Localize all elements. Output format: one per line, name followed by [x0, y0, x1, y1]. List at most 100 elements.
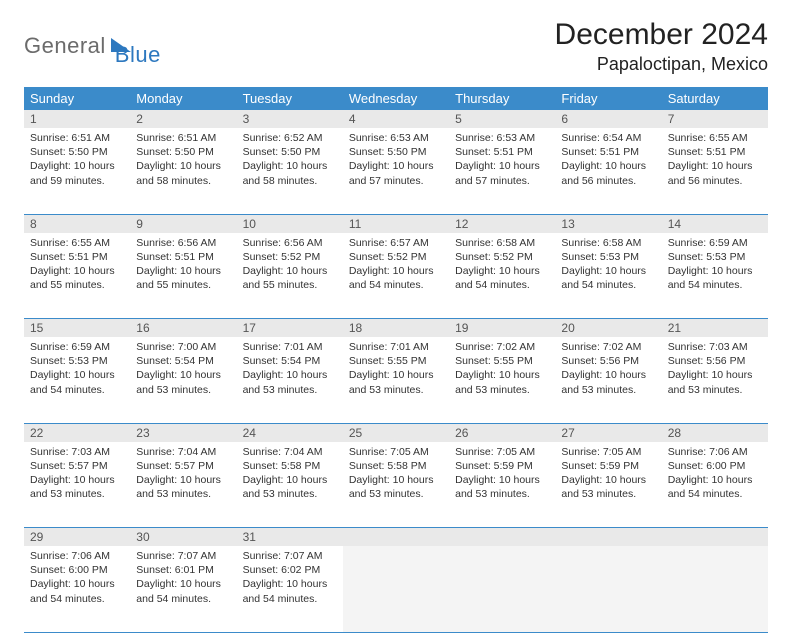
day-details: Sunrise: 6:56 AMSunset: 5:51 PMDaylight:… [130, 233, 236, 299]
day-details: Sunrise: 7:00 AMSunset: 5:54 PMDaylight:… [130, 337, 236, 403]
day-details: Sunrise: 6:55 AMSunset: 5:51 PMDaylight:… [662, 128, 768, 194]
day-details: Sunrise: 7:07 AMSunset: 6:01 PMDaylight:… [130, 546, 236, 612]
day-cell: Sunrise: 6:58 AMSunset: 5:53 PMDaylight:… [555, 233, 661, 319]
day-details: Sunrise: 6:57 AMSunset: 5:52 PMDaylight:… [343, 233, 449, 299]
day-cell: Sunrise: 7:07 AMSunset: 6:01 PMDaylight:… [130, 546, 236, 632]
day-details: Sunrise: 7:05 AMSunset: 5:59 PMDaylight:… [449, 442, 555, 508]
day-cell: Sunrise: 6:58 AMSunset: 5:52 PMDaylight:… [449, 233, 555, 319]
day-number: 18 [343, 319, 449, 338]
day-number: 10 [237, 214, 343, 233]
day-details: Sunrise: 6:52 AMSunset: 5:50 PMDaylight:… [237, 128, 343, 194]
day-details: Sunrise: 7:06 AMSunset: 6:00 PMDaylight:… [24, 546, 130, 612]
calendar-table: SundayMondayTuesdayWednesdayThursdayFrid… [24, 87, 768, 633]
day-details: Sunrise: 6:59 AMSunset: 5:53 PMDaylight:… [662, 233, 768, 299]
title-block: December 2024 Papaloctipan, Mexico [555, 18, 768, 75]
day-details: Sunrise: 7:07 AMSunset: 6:02 PMDaylight:… [237, 546, 343, 612]
day-number: 31 [237, 528, 343, 547]
day-cell: Sunrise: 6:56 AMSunset: 5:51 PMDaylight:… [130, 233, 236, 319]
day-number: 13 [555, 214, 661, 233]
weekday-header: Monday [130, 87, 236, 110]
day-details: Sunrise: 6:58 AMSunset: 5:52 PMDaylight:… [449, 233, 555, 299]
day-number: 8 [24, 214, 130, 233]
weekday-header: Friday [555, 87, 661, 110]
day-details: Sunrise: 7:04 AMSunset: 5:57 PMDaylight:… [130, 442, 236, 508]
day-number: 6 [555, 110, 661, 128]
logo: General Blue [24, 24, 161, 68]
day-details: Sunrise: 7:03 AMSunset: 5:57 PMDaylight:… [24, 442, 130, 508]
day-cell: Sunrise: 6:57 AMSunset: 5:52 PMDaylight:… [343, 233, 449, 319]
day-number-row: 22232425262728 [24, 423, 768, 442]
day-details: Sunrise: 6:51 AMSunset: 5:50 PMDaylight:… [130, 128, 236, 194]
day-number: 7 [662, 110, 768, 128]
month-title: December 2024 [555, 18, 768, 52]
day-details: Sunrise: 6:54 AMSunset: 5:51 PMDaylight:… [555, 128, 661, 194]
day-number: 11 [343, 214, 449, 233]
day-number [449, 528, 555, 547]
day-content-row: Sunrise: 7:03 AMSunset: 5:57 PMDaylight:… [24, 442, 768, 528]
day-number: 4 [343, 110, 449, 128]
day-cell: Sunrise: 6:51 AMSunset: 5:50 PMDaylight:… [130, 128, 236, 214]
day-cell: Sunrise: 6:53 AMSunset: 5:51 PMDaylight:… [449, 128, 555, 214]
day-cell: Sunrise: 7:01 AMSunset: 5:54 PMDaylight:… [237, 337, 343, 423]
day-number: 27 [555, 423, 661, 442]
header: General Blue December 2024 Papaloctipan,… [24, 18, 768, 75]
day-details: Sunrise: 7:01 AMSunset: 5:54 PMDaylight:… [237, 337, 343, 403]
day-number-row: 1234567 [24, 110, 768, 128]
day-details: Sunrise: 6:55 AMSunset: 5:51 PMDaylight:… [24, 233, 130, 299]
day-cell: Sunrise: 7:02 AMSunset: 5:56 PMDaylight:… [555, 337, 661, 423]
day-cell: Sunrise: 6:53 AMSunset: 5:50 PMDaylight:… [343, 128, 449, 214]
weekday-header-row: SundayMondayTuesdayWednesdayThursdayFrid… [24, 87, 768, 110]
day-content-row: Sunrise: 6:55 AMSunset: 5:51 PMDaylight:… [24, 233, 768, 319]
day-cell: Sunrise: 7:03 AMSunset: 5:56 PMDaylight:… [662, 337, 768, 423]
day-cell: Sunrise: 7:04 AMSunset: 5:57 PMDaylight:… [130, 442, 236, 528]
day-cell: Sunrise: 7:02 AMSunset: 5:55 PMDaylight:… [449, 337, 555, 423]
day-details: Sunrise: 7:01 AMSunset: 5:55 PMDaylight:… [343, 337, 449, 403]
day-cell: Sunrise: 7:07 AMSunset: 6:02 PMDaylight:… [237, 546, 343, 632]
day-cell: Sunrise: 7:06 AMSunset: 6:00 PMDaylight:… [24, 546, 130, 632]
day-cell: Sunrise: 7:04 AMSunset: 5:58 PMDaylight:… [237, 442, 343, 528]
day-content-row: Sunrise: 6:59 AMSunset: 5:53 PMDaylight:… [24, 337, 768, 423]
day-details: Sunrise: 6:51 AMSunset: 5:50 PMDaylight:… [24, 128, 130, 194]
day-details: Sunrise: 7:06 AMSunset: 6:00 PMDaylight:… [662, 442, 768, 508]
day-details: Sunrise: 7:04 AMSunset: 5:58 PMDaylight:… [237, 442, 343, 508]
day-details: Sunrise: 7:05 AMSunset: 5:59 PMDaylight:… [555, 442, 661, 508]
day-cell: Sunrise: 7:05 AMSunset: 5:58 PMDaylight:… [343, 442, 449, 528]
day-details: Sunrise: 7:03 AMSunset: 5:56 PMDaylight:… [662, 337, 768, 403]
day-number [555, 528, 661, 547]
day-number: 25 [343, 423, 449, 442]
day-cell: Sunrise: 6:51 AMSunset: 5:50 PMDaylight:… [24, 128, 130, 214]
day-number: 3 [237, 110, 343, 128]
weekday-header: Saturday [662, 87, 768, 110]
day-number [662, 528, 768, 547]
day-number: 26 [449, 423, 555, 442]
day-number: 9 [130, 214, 236, 233]
day-number: 20 [555, 319, 661, 338]
logo-text-blue: Blue [115, 42, 161, 68]
day-number: 29 [24, 528, 130, 547]
logo-text-general: General [24, 33, 106, 59]
day-details: Sunrise: 6:56 AMSunset: 5:52 PMDaylight:… [237, 233, 343, 299]
day-details: Sunrise: 7:02 AMSunset: 5:55 PMDaylight:… [449, 337, 555, 403]
day-content-row: Sunrise: 6:51 AMSunset: 5:50 PMDaylight:… [24, 128, 768, 214]
day-number: 16 [130, 319, 236, 338]
day-cell: Sunrise: 7:06 AMSunset: 6:00 PMDaylight:… [662, 442, 768, 528]
day-number: 12 [449, 214, 555, 233]
day-number: 5 [449, 110, 555, 128]
day-number-row: 15161718192021 [24, 319, 768, 338]
day-number: 15 [24, 319, 130, 338]
location: Papaloctipan, Mexico [555, 54, 768, 75]
day-number: 17 [237, 319, 343, 338]
day-cell: Sunrise: 7:01 AMSunset: 5:55 PMDaylight:… [343, 337, 449, 423]
day-cell: Sunrise: 6:55 AMSunset: 5:51 PMDaylight:… [662, 128, 768, 214]
day-cell: Sunrise: 6:52 AMSunset: 5:50 PMDaylight:… [237, 128, 343, 214]
day-cell [662, 546, 768, 632]
day-cell: Sunrise: 6:55 AMSunset: 5:51 PMDaylight:… [24, 233, 130, 319]
weekday-header: Thursday [449, 87, 555, 110]
day-cell [449, 546, 555, 632]
day-number-row: 891011121314 [24, 214, 768, 233]
day-cell: Sunrise: 6:59 AMSunset: 5:53 PMDaylight:… [662, 233, 768, 319]
day-number: 21 [662, 319, 768, 338]
day-details: Sunrise: 6:53 AMSunset: 5:51 PMDaylight:… [449, 128, 555, 194]
day-content-row: Sunrise: 7:06 AMSunset: 6:00 PMDaylight:… [24, 546, 768, 632]
day-number-row: 293031 [24, 528, 768, 547]
